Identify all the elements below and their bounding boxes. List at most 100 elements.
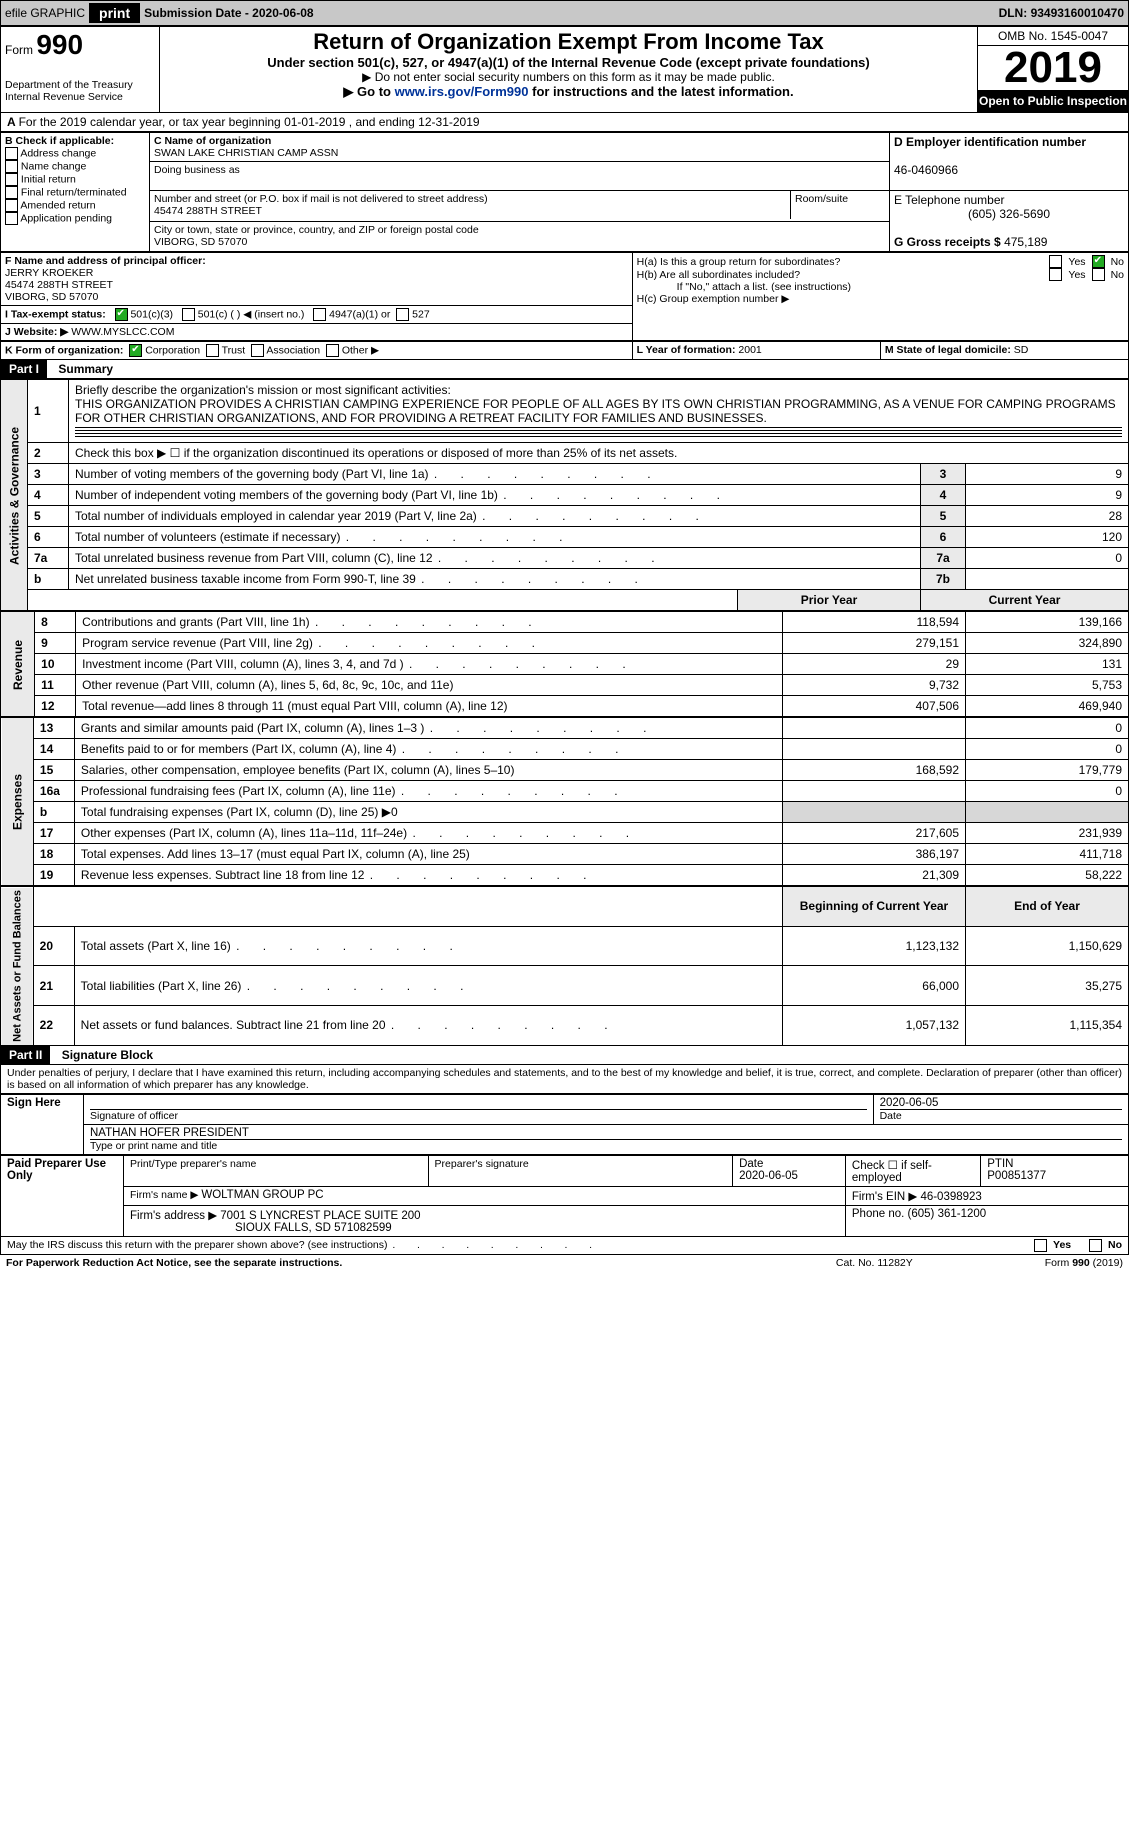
exp-sidebar: Expenses xyxy=(1,718,34,886)
addr-label: Number and street (or P.O. box if mail i… xyxy=(154,193,488,205)
box-ha-label: H(a) Is this a group return for subordin… xyxy=(637,256,1044,268)
paperwork-notice: For Paperwork Reduction Act Notice, see … xyxy=(6,1257,342,1269)
box-h-note: If "No," attach a list. (see instruction… xyxy=(637,281,1124,293)
sign-here-label: Sign Here xyxy=(1,1094,84,1154)
cb-501c[interactable] xyxy=(182,308,195,321)
officer-addr: 45474 288TH STREET xyxy=(5,279,113,291)
officer-block: F Name and address of principal officer:… xyxy=(0,252,1129,341)
form-header: Form 990 Department of the Treasury Inte… xyxy=(0,26,1129,113)
gross-receipts: 475,189 xyxy=(1004,235,1047,249)
cb-4947[interactable] xyxy=(313,308,326,321)
declaration-text: Under penalties of perjury, I declare th… xyxy=(0,1065,1129,1094)
gov-7a: Total unrelated business revenue from Pa… xyxy=(69,548,921,569)
form-title: Return of Organization Exempt From Incom… xyxy=(164,29,973,55)
prep-date-label: Date xyxy=(739,1158,763,1170)
line2-text: Check this box ▶ ☐ if the organization d… xyxy=(69,443,1129,464)
exp-13: Grants and similar amounts paid (Part IX… xyxy=(74,718,782,739)
cb-assoc[interactable] xyxy=(251,344,264,357)
rev-9: Program service revenue (Part VIII, line… xyxy=(76,633,783,654)
period-line: A For the 2019 calendar year, or tax yea… xyxy=(0,113,1129,132)
top-bar: efile GRAPHIC print Submission Date - 20… xyxy=(0,0,1129,26)
sig-date: 2020-06-05 xyxy=(880,1097,939,1109)
box-k-label: K Form of organization: xyxy=(5,344,123,356)
cb-application-pending[interactable] xyxy=(5,212,18,225)
exp-17: Other expenses (Part IX, column (A), lin… xyxy=(74,823,782,844)
irs-link[interactable]: www.irs.gov/Form990 xyxy=(395,84,529,99)
type-name-label: Type or print name and title xyxy=(90,1140,217,1152)
box-c-name-label: C Name of organization xyxy=(154,135,271,147)
summary-table: Activities & Governance 1 Briefly descri… xyxy=(0,379,1129,611)
korg-block: K Form of organization: Corporation Trus… xyxy=(0,341,1129,360)
prep-date: 2020-06-05 xyxy=(739,1170,798,1182)
city-label: City or town, state or province, country… xyxy=(154,224,479,236)
exp-19: Revenue less expenses. Subtract line 18 … xyxy=(74,865,782,886)
beg-year-head: Beginning of Current Year xyxy=(783,887,966,927)
firm-name: WOLTMAN GROUP PC xyxy=(201,1189,323,1201)
cb-address-change[interactable] xyxy=(5,147,18,160)
box-m-label: M State of legal domicile: xyxy=(885,344,1014,356)
form-subtitle: Under section 501(c), 527, or 4947(a)(1)… xyxy=(164,55,973,70)
gov-7b: Net unrelated business taxable income fr… xyxy=(69,569,921,590)
firm-name-label: Firm's name ▶ xyxy=(130,1189,201,1201)
cb-sub-no[interactable] xyxy=(1092,268,1105,281)
print-button[interactable]: print xyxy=(89,3,140,23)
box-g-label: G Gross receipts $ xyxy=(894,235,1004,249)
box-hb-label: H(b) Are all subordinates included? xyxy=(637,269,1044,281)
cb-trust[interactable] xyxy=(206,344,219,357)
sig-officer-label: Signature of officer xyxy=(90,1110,178,1122)
cb-discuss-no[interactable] xyxy=(1089,1239,1102,1252)
cb-other[interactable] xyxy=(326,344,339,357)
exp-16a: Professional fundraising fees (Part IX, … xyxy=(74,781,782,802)
firm-addr-label: Firm's address ▶ xyxy=(130,1210,220,1222)
entity-block: B Check if applicable: Address change Na… xyxy=(0,132,1129,252)
rev-12: Total revenue—add lines 8 through 11 (mu… xyxy=(76,696,783,717)
cb-discuss-yes[interactable] xyxy=(1034,1239,1047,1252)
footer-row: For Paperwork Reduction Act Notice, see … xyxy=(0,1255,1129,1271)
firm-phone-label: Phone no. xyxy=(852,1208,908,1220)
cb-amended-return[interactable] xyxy=(5,199,18,212)
submission-date-label: Submission Date - 2020-06-08 xyxy=(144,6,313,20)
cb-501c3[interactable] xyxy=(115,308,128,321)
cb-sub-yes[interactable] xyxy=(1049,268,1062,281)
part-ii-label: Part II xyxy=(1,1046,50,1064)
self-employed-label: Check ☐ if self-employed xyxy=(845,1155,980,1186)
paid-only-label: Paid Preparer Use Only xyxy=(1,1155,124,1236)
discuss-text: May the IRS discuss this return with the… xyxy=(7,1239,594,1251)
gov-4: Number of independent voting members of … xyxy=(69,485,921,506)
tax-year: 2019 xyxy=(978,46,1128,90)
rev-11: Other revenue (Part VIII, column (A), li… xyxy=(76,675,783,696)
ptin-label: PTIN xyxy=(987,1158,1013,1170)
efile-label: efile GRAPHIC xyxy=(5,6,85,20)
bal-sidebar: Net Assets or Fund Balances xyxy=(1,887,34,1046)
exp-16b: Total fundraising expenses (Part IX, col… xyxy=(74,802,782,823)
rev-10: Investment income (Part VIII, column (A)… xyxy=(76,654,783,675)
part-i-label: Part I xyxy=(1,360,47,378)
cb-name-change[interactable] xyxy=(5,160,18,173)
ptin: P00851377 xyxy=(987,1170,1046,1182)
firm-phone: (605) 361-1200 xyxy=(908,1208,987,1220)
dept-label: Department of the Treasury Internal Reve… xyxy=(5,79,155,103)
dba-label: Doing business as xyxy=(154,164,240,176)
form-footer: Form 990 (2019) xyxy=(1045,1257,1123,1269)
gov-6: Total number of volunteers (estimate if … xyxy=(69,527,921,548)
prep-name-label: Print/Type preparer's name xyxy=(130,1158,256,1170)
box-hc-label: H(c) Group exemption number ▶ xyxy=(637,293,1124,305)
cb-group-no[interactable] xyxy=(1092,255,1105,268)
cb-final-return[interactable] xyxy=(5,186,18,199)
box-e-label: E Telephone number xyxy=(894,193,1005,207)
box-i-label: I Tax-exempt status: xyxy=(5,308,106,320)
sign-here-table: Sign Here Signature of officer 2020-06-0… xyxy=(0,1094,1129,1155)
rev-8: Contributions and grants (Part VIII, lin… xyxy=(76,612,783,633)
prep-sig-label: Preparer's signature xyxy=(435,1158,529,1170)
box-l-label: L Year of formation: xyxy=(637,344,739,356)
cb-527[interactable] xyxy=(396,308,409,321)
cb-initial-return[interactable] xyxy=(5,173,18,186)
box-d-label: D Employer identification number xyxy=(894,135,1086,149)
cb-corp[interactable] xyxy=(129,344,142,357)
gov-5: Total number of individuals employed in … xyxy=(69,506,921,527)
part-ii-header: Part II Signature Block xyxy=(0,1046,1129,1065)
cb-group-yes[interactable] xyxy=(1049,255,1062,268)
part-i-header: Part I Summary xyxy=(0,360,1129,379)
form-note1: ▶ Do not enter social security numbers o… xyxy=(164,70,973,84)
firm-ein: 46-0398923 xyxy=(920,1191,981,1203)
